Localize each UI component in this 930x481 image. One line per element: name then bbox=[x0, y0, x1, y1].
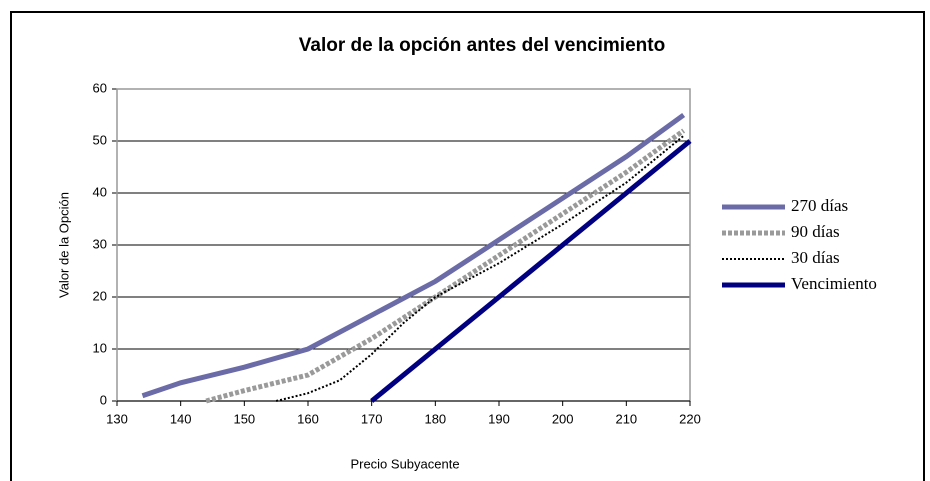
y-tick-label: 20 bbox=[93, 288, 107, 303]
x-tick-label: 140 bbox=[170, 411, 192, 426]
x-tick-label: 130 bbox=[106, 411, 128, 426]
legend-label: 270 días bbox=[791, 196, 848, 215]
x-tick-label: 220 bbox=[679, 411, 701, 426]
chart-title: Valor de la opción antes del vencimiento bbox=[299, 35, 665, 56]
series-line bbox=[370, 139, 692, 403]
x-axis-label: Precio Subyacente bbox=[350, 456, 459, 471]
y-axis-label: Valor de la Opción bbox=[56, 192, 71, 298]
y-tick-label: 30 bbox=[93, 236, 107, 251]
y-tick-label: 0 bbox=[100, 392, 107, 407]
frame bbox=[10, 11, 925, 481]
legend-label: Vencimiento bbox=[791, 274, 877, 293]
series-line bbox=[275, 135, 685, 402]
y-tick-label: 10 bbox=[93, 340, 107, 355]
series-line bbox=[205, 128, 686, 404]
x-tick-label: 170 bbox=[361, 411, 383, 426]
series-line bbox=[141, 112, 686, 399]
x-tick-label: 190 bbox=[488, 411, 510, 426]
x-tick-label: 180 bbox=[424, 411, 446, 426]
x-tick-label: 210 bbox=[615, 411, 637, 426]
y-tick-label: 40 bbox=[93, 184, 107, 199]
x-tick-label: 160 bbox=[297, 411, 319, 426]
x-tick-label: 200 bbox=[552, 411, 574, 426]
y-tick-label: 60 bbox=[93, 80, 107, 95]
y-tick-label: 50 bbox=[93, 132, 107, 147]
x-tick-label: 150 bbox=[233, 411, 255, 426]
legend-label: 90 días bbox=[791, 222, 840, 241]
legend-label: 30 días bbox=[791, 248, 840, 267]
